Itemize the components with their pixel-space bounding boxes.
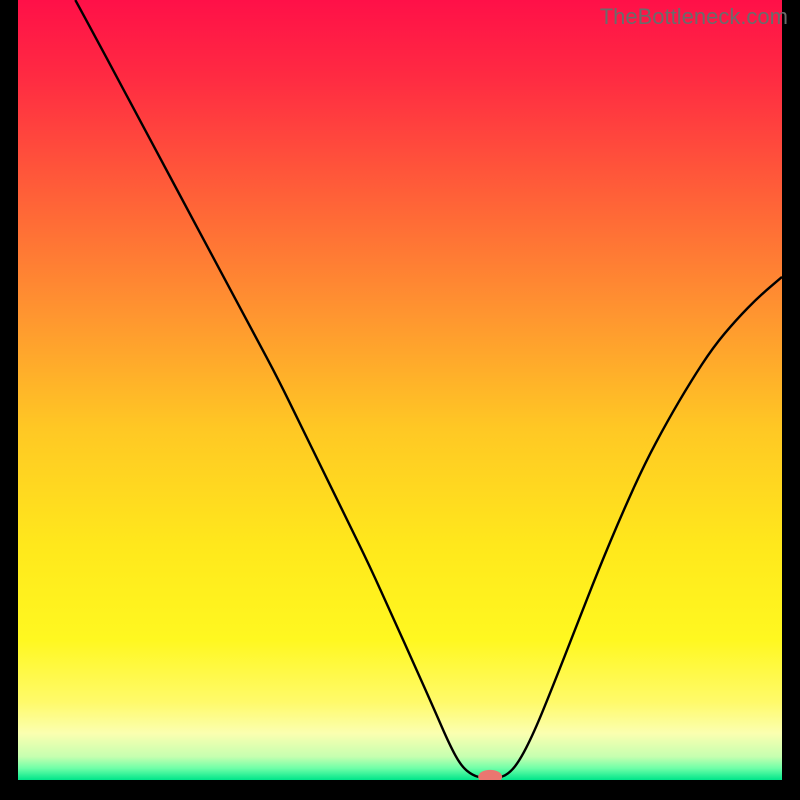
gradient-background — [18, 0, 782, 780]
frame-border-right — [782, 0, 800, 800]
chart-container: { "canvas": { "width": 800, "height": 80… — [0, 0, 800, 800]
frame-border-left — [0, 0, 18, 800]
chart-svg — [0, 0, 800, 800]
watermark-text: TheBottleneck.com — [600, 4, 788, 30]
frame-border-bottom — [0, 780, 800, 800]
